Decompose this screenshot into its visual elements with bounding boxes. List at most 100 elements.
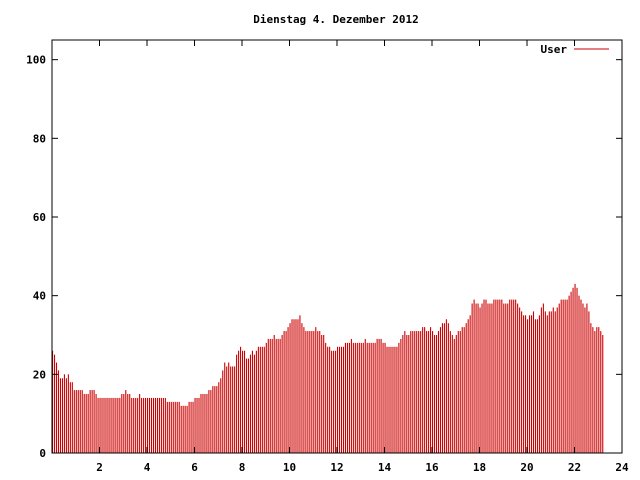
bar bbox=[283, 331, 285, 453]
bar bbox=[333, 350, 335, 453]
bar bbox=[390, 346, 392, 453]
y-tick-label: 20 bbox=[33, 368, 46, 381]
bar bbox=[52, 350, 54, 453]
bar bbox=[319, 331, 321, 453]
bar bbox=[523, 315, 525, 453]
bar bbox=[95, 394, 97, 453]
bar bbox=[188, 401, 190, 453]
bar bbox=[410, 331, 412, 453]
bar bbox=[439, 327, 442, 453]
x-tick-label: 22 bbox=[568, 461, 581, 474]
bar bbox=[194, 397, 196, 453]
bar bbox=[55, 362, 58, 453]
bar bbox=[507, 303, 509, 453]
bar bbox=[214, 386, 216, 453]
bar bbox=[329, 346, 331, 453]
bar bbox=[441, 323, 443, 453]
bar bbox=[455, 335, 457, 453]
bar bbox=[85, 394, 87, 453]
bar bbox=[376, 338, 378, 453]
bar bbox=[570, 291, 572, 453]
bar bbox=[437, 331, 440, 453]
bar bbox=[335, 350, 337, 453]
bar bbox=[200, 394, 202, 453]
bar bbox=[309, 331, 311, 453]
bar bbox=[305, 331, 307, 453]
bar bbox=[259, 346, 261, 453]
bar bbox=[538, 315, 540, 453]
bar bbox=[388, 346, 390, 453]
bar bbox=[285, 331, 287, 453]
bar bbox=[447, 323, 449, 453]
bar bbox=[178, 401, 180, 453]
bar bbox=[487, 303, 489, 453]
bar bbox=[220, 378, 222, 453]
bar bbox=[380, 338, 382, 453]
bar bbox=[176, 401, 178, 453]
bar bbox=[115, 397, 117, 453]
bar bbox=[580, 299, 582, 453]
bar bbox=[354, 342, 356, 453]
bar bbox=[139, 394, 141, 453]
bar bbox=[59, 378, 62, 453]
bar bbox=[562, 299, 564, 453]
bar bbox=[63, 374, 65, 453]
bar bbox=[125, 390, 127, 453]
bar bbox=[340, 346, 343, 453]
bar bbox=[103, 397, 105, 453]
legend-label: User bbox=[541, 43, 568, 56]
bar bbox=[400, 338, 402, 453]
bar bbox=[521, 311, 523, 453]
bar bbox=[109, 397, 111, 453]
bar bbox=[150, 397, 153, 453]
bar bbox=[232, 366, 234, 453]
bar bbox=[546, 315, 548, 453]
bar bbox=[143, 397, 145, 453]
bar bbox=[119, 397, 121, 453]
bar bbox=[166, 401, 168, 453]
bar bbox=[499, 299, 501, 453]
bar bbox=[228, 362, 230, 453]
bar bbox=[295, 319, 297, 453]
bar bbox=[216, 386, 218, 453]
bar bbox=[87, 394, 89, 453]
bar bbox=[113, 397, 115, 453]
bar bbox=[422, 327, 424, 453]
bar bbox=[449, 331, 451, 453]
bar bbox=[469, 315, 471, 453]
bar bbox=[164, 397, 166, 453]
bar bbox=[206, 394, 208, 453]
bar bbox=[503, 303, 505, 453]
bar bbox=[540, 307, 542, 453]
bar bbox=[534, 319, 537, 453]
bar bbox=[198, 397, 200, 453]
bar bbox=[249, 354, 252, 453]
bar bbox=[574, 283, 576, 453]
bar bbox=[174, 401, 176, 453]
bar bbox=[554, 311, 556, 453]
bar bbox=[402, 335, 404, 453]
bar bbox=[145, 397, 147, 453]
bar bbox=[370, 342, 372, 453]
bar bbox=[528, 315, 531, 453]
bar bbox=[416, 331, 418, 453]
bar bbox=[79, 390, 81, 453]
bar bbox=[364, 338, 366, 453]
bar bbox=[459, 331, 461, 453]
x-tick-label: 18 bbox=[473, 461, 486, 474]
bar bbox=[281, 335, 283, 453]
bar bbox=[505, 303, 507, 453]
bar bbox=[89, 390, 91, 453]
bar bbox=[240, 346, 242, 453]
bar bbox=[152, 397, 155, 453]
x-tick-label: 16 bbox=[425, 461, 439, 474]
bar bbox=[313, 331, 315, 453]
bar bbox=[481, 303, 483, 453]
bar bbox=[404, 331, 406, 453]
bar bbox=[432, 331, 434, 453]
bar bbox=[489, 303, 491, 453]
bar bbox=[135, 397, 137, 453]
bar bbox=[71, 382, 73, 453]
bar bbox=[279, 338, 281, 453]
bar bbox=[251, 350, 253, 453]
